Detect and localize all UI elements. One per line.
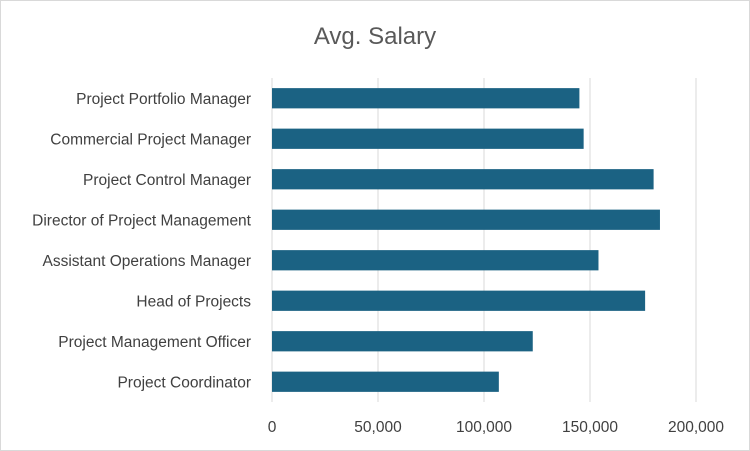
bars (272, 88, 660, 392)
category-label: Director of Project Management (32, 212, 252, 229)
x-tick-label: 200,000 (668, 419, 724, 436)
category-label: Commercial Project Manager (50, 131, 251, 148)
x-tick-label: 150,000 (562, 419, 618, 436)
bar-0 (272, 88, 580, 109)
bar-7 (272, 371, 499, 392)
category-labels: Project Portfolio Manager Commercial Proj… (32, 91, 252, 392)
bar-5 (272, 290, 646, 311)
bar-1 (272, 128, 584, 149)
x-axis-tick-labels: 0 50,000 100,000 150,000 200,000 (268, 419, 725, 436)
category-label: Project Coordinator (117, 374, 251, 391)
chart-title: Avg. Salary (314, 23, 436, 50)
gridlines (271, 78, 697, 402)
bar-4 (272, 250, 599, 271)
category-label: Project Control Manager (83, 172, 251, 189)
x-tick-label: 0 (268, 419, 277, 436)
bar-2 (272, 169, 654, 190)
category-label: Project Management Officer (58, 334, 251, 351)
category-label: Project Portfolio Manager (76, 91, 251, 108)
category-label: Head of Projects (136, 293, 251, 310)
bar-3 (272, 209, 660, 230)
category-label: Assistant Operations Manager (43, 253, 252, 270)
bar-6 (272, 331, 533, 352)
x-tick-label: 50,000 (354, 419, 402, 436)
x-tick-label: 100,000 (456, 419, 512, 436)
